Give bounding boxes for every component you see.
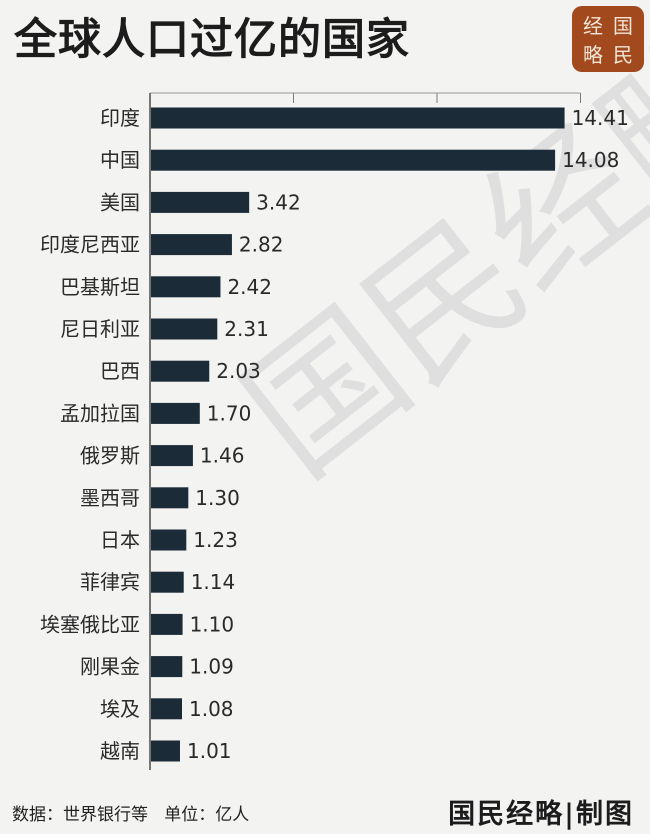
value-label: 2.31: [224, 317, 269, 341]
brand-credit: 国民经略|制图: [448, 799, 634, 830]
bar: [151, 656, 183, 678]
bar: [151, 698, 182, 720]
seal-char: 经: [583, 14, 603, 38]
category-label: 巴西: [100, 359, 140, 383]
bar: [151, 276, 221, 298]
bar: [151, 571, 184, 593]
value-label: 14.08: [562, 148, 619, 172]
category-label: 俄罗斯: [80, 444, 140, 468]
value-label: 2.03: [216, 359, 261, 383]
bar: [151, 234, 232, 256]
value-label: 3.42: [256, 190, 301, 214]
category-label: 美国: [100, 190, 140, 214]
bar: [151, 149, 556, 171]
category-label: 日本: [100, 528, 140, 552]
seal-char: 略: [583, 43, 603, 67]
value-label: 1.14: [191, 570, 236, 594]
bar: [151, 402, 200, 424]
value-label: 1.10: [190, 612, 235, 636]
bar: [151, 445, 193, 467]
value-label: 1.01: [187, 739, 232, 763]
category-label: 墨西哥: [80, 486, 140, 510]
bar: [151, 191, 250, 213]
bar: [151, 529, 187, 551]
category-label: 尼日利亚: [60, 317, 140, 341]
bar-chart: 印度 14.41 中国 14.08 美国 3.42 印度尼西亚 2.82 巴基斯坦 2.42 尼日利…: [40, 92, 629, 770]
category-label: 刚果金: [80, 655, 140, 679]
value-label: 2.42: [227, 275, 272, 299]
category-label: 埃及: [100, 697, 140, 721]
category-label: 菲律宾: [80, 570, 140, 594]
source-label: 数据：世界银行等: [12, 805, 148, 825]
category-label: 埃塞俄比亚: [40, 612, 140, 636]
category-label: 中国: [100, 148, 140, 172]
category-label: 越南: [100, 739, 140, 763]
category-label: 巴基斯坦: [60, 275, 140, 299]
source-note: 数据：世界银行等 单位：亿人: [12, 800, 249, 825]
value-label: 1.46: [200, 444, 245, 468]
category-label: 印度尼西亚: [40, 233, 140, 257]
bar: [151, 360, 210, 382]
category-label: 印度: [100, 106, 140, 130]
bar: [151, 740, 180, 762]
value-label: 1.70: [207, 401, 252, 425]
bar: [151, 613, 183, 635]
seal-char: 民: [613, 43, 633, 67]
value-label: 14.41: [572, 106, 629, 130]
chart-title: 全球人口过亿的国家: [14, 15, 410, 65]
seal-char: 国: [613, 14, 633, 38]
value-label: 2.82: [239, 233, 284, 257]
bar: [151, 318, 218, 340]
value-label: 1.08: [189, 697, 234, 721]
value-label: 1.09: [189, 655, 234, 679]
bar: [151, 487, 189, 509]
brand-seal: 经 国 略 民: [572, 6, 644, 72]
value-label: 1.23: [193, 528, 238, 552]
bar: [151, 107, 565, 129]
category-label: 孟加拉国: [60, 401, 140, 425]
value-label: 1.30: [195, 486, 240, 510]
unit-label: 单位：亿人: [164, 805, 250, 825]
